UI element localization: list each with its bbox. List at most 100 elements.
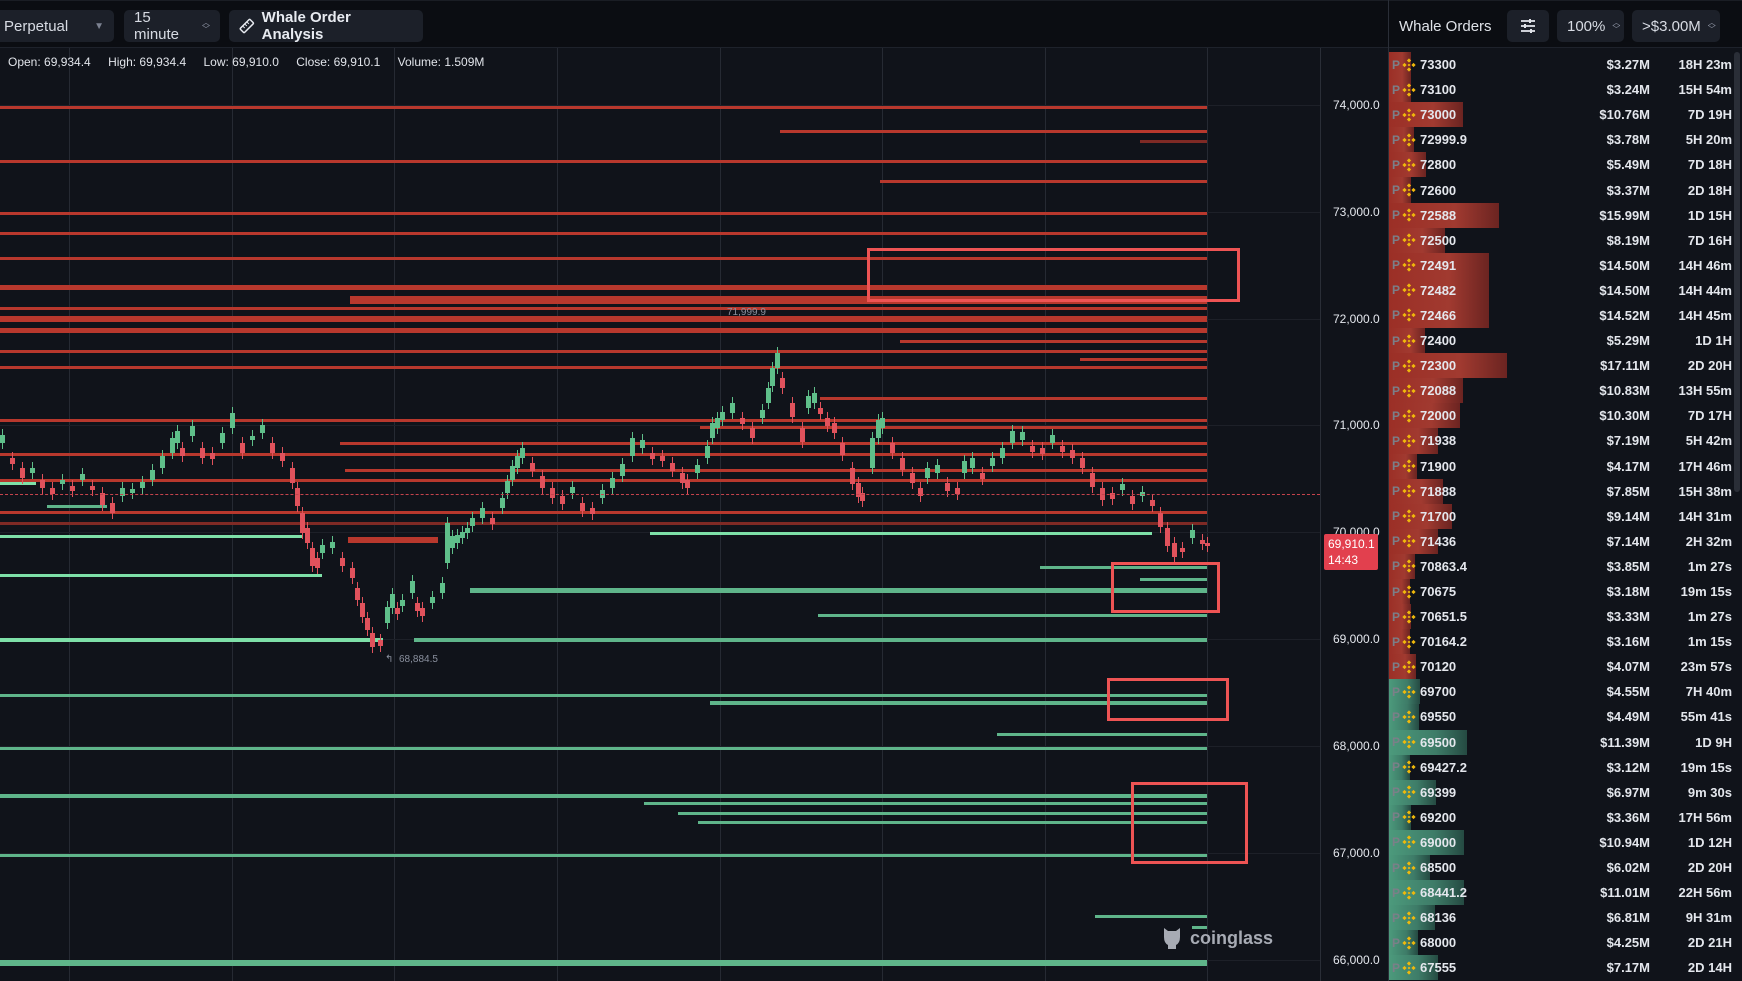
whale-order-row[interactable]: P 72500 $8.19M 7D 16H	[1389, 227, 1734, 253]
whale-order-row[interactable]: P 70164.2 $3.16M 1m 15s	[1389, 629, 1734, 655]
candle-body	[430, 597, 435, 603]
candle-body	[1030, 446, 1035, 452]
candle-body	[740, 418, 745, 424]
whale-order-row[interactable]: P 71700 $9.14M 14H 31m	[1389, 503, 1734, 529]
grid-line	[882, 48, 883, 981]
whale-order-row[interactable]: P 73100 $3.24M 15H 54m	[1389, 77, 1734, 103]
candlestick-chart[interactable]: 71,999.9 ↰ 68,884.5	[0, 48, 1320, 981]
candle-body	[715, 418, 720, 428]
perpetual-marker: P	[1392, 157, 1401, 172]
grid-line	[0, 425, 1320, 426]
candle-body	[650, 453, 655, 459]
whale-order-row[interactable]: P 72000 $10.30M 7D 17H	[1389, 403, 1734, 429]
interval-select[interactable]: 15 minute ︿ ﹀	[124, 9, 220, 43]
order-size-bar	[1389, 553, 1415, 579]
axis-label: 74,000.0	[1333, 98, 1380, 112]
candle-body	[570, 487, 575, 493]
candle-body	[450, 536, 455, 548]
whale-order-row[interactable]: P 72482 $14.50M 14H 44m	[1389, 277, 1734, 303]
order-age: 14H 31m	[1678, 508, 1732, 524]
whale-order-row[interactable]: P 69700 $4.55M 7H 40m	[1389, 679, 1734, 705]
perpetual-marker: P	[1392, 333, 1401, 348]
whale-order-row[interactable]: P 70863.4 $3.85M 1m 27s	[1389, 553, 1734, 579]
bid-level-line	[0, 482, 36, 485]
binance-icon	[1402, 760, 1416, 774]
binance-icon	[1402, 384, 1416, 398]
order-amount: $4.07M	[1606, 659, 1650, 675]
whale-order-row[interactable]: P 67555 $7.17M 2D 14H	[1389, 955, 1734, 981]
zoom-select[interactable]: 100% ︿ ﹀	[1557, 10, 1624, 42]
whale-order-row[interactable]: P 69399 $6.97M 9m 30s	[1389, 779, 1734, 805]
order-amount: $7.14M	[1606, 533, 1650, 549]
whale-order-row[interactable]: P 68000 $4.25M 2D 21H	[1389, 930, 1734, 956]
whale-order-row[interactable]: P 72466 $14.52M 14H 45m	[1389, 302, 1734, 329]
order-price: 72482	[1420, 282, 1457, 298]
whale-order-row[interactable]: P 73000 $10.76M 7D 19H	[1389, 102, 1734, 128]
grid-line	[232, 48, 233, 981]
whale-order-row[interactable]: P 69550 $4.49M 55m 41s	[1389, 704, 1734, 730]
whale-order-row[interactable]: P 72999.9 $3.78M 5H 20m	[1389, 127, 1734, 153]
grid-line	[0, 853, 1320, 854]
price-axis[interactable]: 74,000.0 73,000.0 72,000.0 71,000.0 70,0…	[1320, 48, 1388, 981]
bid-level-line	[414, 638, 1207, 642]
panel-scrollbar[interactable]	[1734, 52, 1740, 492]
whale-order-row[interactable]: P 72588 $15.99M 1D 15H	[1389, 202, 1734, 228]
whale-order-row[interactable]: P 71888 $7.85M 15H 38m	[1389, 478, 1734, 504]
order-age: 2H 32m	[1685, 533, 1732, 549]
whale-order-row[interactable]: P 69427.2 $3.12M 19m 15s	[1389, 754, 1734, 780]
whale-order-row[interactable]: P 70651.5 $3.33M 1m 27s	[1389, 604, 1734, 630]
order-age: 9m 30s	[1687, 784, 1732, 800]
ask-level-line	[0, 328, 1207, 333]
perpetual-marker: P	[1392, 609, 1401, 624]
whale-order-analysis-button[interactable]: Whale Order Analysis	[229, 9, 423, 43]
whale-order-row[interactable]: P 72300 $17.11M 2D 20H	[1389, 353, 1734, 379]
whale-order-row[interactable]: P 71436 $7.14M 2H 32m	[1389, 528, 1734, 554]
whale-order-row[interactable]: P 72400 $5.29M 1D 1H	[1389, 328, 1734, 354]
ask-level-line	[0, 453, 1207, 456]
order-size-bar	[1389, 629, 1410, 655]
order-amount: $4.25M	[1606, 935, 1650, 951]
order-price: 69427.2	[1420, 759, 1467, 775]
whale-order-row[interactable]: P 68500 $6.02M 2D 20H	[1389, 855, 1734, 881]
whale-order-row[interactable]: P 71900 $4.17M 17H 46m	[1389, 453, 1734, 479]
order-price: 72300	[1420, 358, 1457, 374]
whale-order-row[interactable]: P 69200 $3.36M 17H 56m	[1389, 804, 1734, 830]
close-value: Close: 69,910.1	[296, 55, 381, 69]
whale-order-row[interactable]: P 68136 $6.81M 9H 31m	[1389, 905, 1734, 931]
ask-level-line	[880, 180, 1207, 183]
candle-body	[955, 488, 960, 494]
order-size-bar	[1389, 804, 1411, 830]
perpetual-marker: P	[1392, 408, 1401, 423]
whale-order-row[interactable]: P 72600 $3.37M 2D 18H	[1389, 177, 1734, 203]
whale-order-row[interactable]: P 72491 $14.50M 14H 46m	[1389, 252, 1734, 278]
whale-order-row[interactable]: P 70120 $4.07M 23m 57s	[1389, 654, 1734, 680]
threshold-select[interactable]: >$3.00M ︿ ﹀	[1632, 10, 1720, 42]
binance-icon	[1402, 133, 1416, 147]
highlight-box-bid-67k5	[1131, 782, 1248, 864]
market-type-select[interactable]: Perpetual ▼	[0, 10, 114, 42]
whale-order-row[interactable]: P 70675 $3.18M 19m 15s	[1389, 578, 1734, 605]
order-price: 72588	[1420, 207, 1457, 223]
whale-order-row[interactable]: P 68441.2 $11.01M 22H 56m	[1389, 880, 1734, 906]
whale-order-row[interactable]: P 72088 $10.83M 13H 55m	[1389, 378, 1734, 404]
market-type-label: Perpetual	[4, 17, 69, 35]
bid-level-line	[0, 747, 1207, 750]
order-amount: $15.99M	[1599, 207, 1650, 223]
candle-body	[505, 481, 510, 493]
order-price: 72999.9	[1420, 132, 1467, 148]
grid-line	[69, 48, 70, 981]
candle-body	[730, 403, 735, 413]
order-amount: $3.33M	[1606, 609, 1650, 625]
whale-order-row[interactable]: P 72800 $5.49M 7D 18H	[1389, 152, 1734, 178]
whale-order-row[interactable]: P 73300 $3.27M 18H 23m	[1389, 52, 1734, 78]
whale-order-row[interactable]: P 71938 $7.19M 5H 42m	[1389, 428, 1734, 454]
filter-settings-button[interactable]	[1507, 10, 1549, 42]
candle-body	[695, 465, 700, 473]
candle-body	[590, 508, 595, 514]
candle-body	[962, 461, 967, 473]
whale-order-row[interactable]: P 69500 $11.39M 1D 9H	[1389, 729, 1734, 755]
candle-body	[620, 464, 625, 476]
ask-level-line	[345, 469, 1207, 472]
order-age: 17H 46m	[1678, 458, 1732, 474]
whale-order-row[interactable]: P 69000 $10.94M 1D 12H	[1389, 829, 1734, 855]
